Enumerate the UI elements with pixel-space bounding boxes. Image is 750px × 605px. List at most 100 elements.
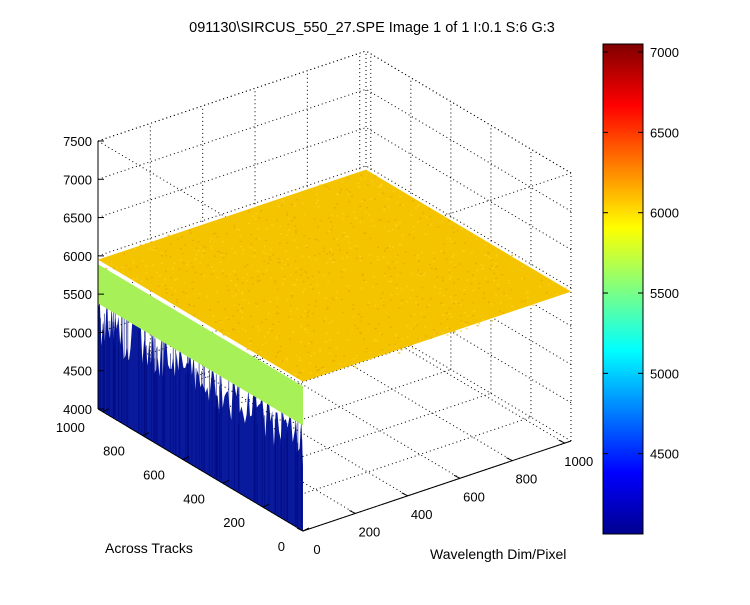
surface-noise <box>439 287 442 290</box>
surface-noise <box>294 225 297 227</box>
surface-noise <box>245 279 248 282</box>
surface-noise <box>383 274 386 277</box>
surface-noise <box>453 282 456 284</box>
x-tick <box>296 527 304 532</box>
surface-noise <box>421 298 424 300</box>
surface-noise <box>470 282 473 285</box>
surface-noise <box>151 288 154 291</box>
surface-noise <box>272 323 275 326</box>
surface-noise <box>428 264 431 266</box>
surface-noise <box>241 291 244 294</box>
surface-noise <box>411 289 414 292</box>
surface-noise <box>220 254 223 256</box>
surface-noise <box>302 315 305 317</box>
surface-noise <box>377 193 380 196</box>
surface-noise <box>265 227 268 230</box>
surface-noise <box>388 280 391 283</box>
surface-noise <box>295 267 298 270</box>
surface-noise <box>306 246 309 249</box>
surface-noise <box>203 252 206 254</box>
surface-noise <box>322 371 325 374</box>
surface-noise <box>286 298 289 301</box>
surface-noise <box>326 306 329 309</box>
surface-noise <box>343 355 346 357</box>
surface-noise <box>238 303 241 306</box>
surface-noise <box>286 242 289 244</box>
surface-noise <box>161 254 164 257</box>
x-tick-label: 0 <box>313 542 320 557</box>
surface-noise <box>264 341 267 344</box>
surface-noise <box>251 283 254 285</box>
surface-noise <box>278 335 281 337</box>
surface-noise <box>242 249 245 251</box>
surface-noise <box>204 246 207 249</box>
surface-noise <box>280 260 283 262</box>
surface-noise <box>148 248 151 250</box>
z-tick-label: 5000 <box>63 325 92 340</box>
x-tick <box>558 439 565 444</box>
surface-noise <box>295 354 298 357</box>
surface-noise <box>278 321 281 323</box>
surface-noise <box>241 317 244 319</box>
surface-noise <box>409 315 412 317</box>
surface-noise <box>352 357 355 360</box>
surface-noise <box>342 311 345 314</box>
surface-noise <box>452 231 455 233</box>
surface-noise <box>510 288 513 291</box>
surface-noise <box>526 296 529 299</box>
surface-noise <box>303 345 306 347</box>
surface-noise <box>164 278 167 281</box>
surface-noise <box>306 324 309 327</box>
surface-noise <box>351 195 354 198</box>
surface-noise <box>212 233 215 235</box>
surface-noise <box>254 218 257 220</box>
surface-noise <box>266 331 269 334</box>
surface-noise <box>389 326 392 328</box>
surface-noise <box>352 308 355 310</box>
surface-noise <box>388 245 391 247</box>
surface-noise <box>380 299 383 301</box>
surface-noise <box>521 265 524 267</box>
surface-noise <box>336 238 339 240</box>
colorbar-tick-label: 5000 <box>650 366 679 381</box>
surface-noise <box>287 258 290 260</box>
surface-noise <box>288 338 291 341</box>
surface-noise <box>372 276 375 278</box>
surface-noise <box>373 225 376 227</box>
surface-noise <box>291 292 294 295</box>
surface-noise <box>413 313 416 316</box>
surface-noise <box>372 340 375 342</box>
surface-noise <box>346 256 349 258</box>
surface-noise <box>359 260 362 262</box>
surface-noise <box>318 348 321 350</box>
surface-noise <box>386 246 389 249</box>
surface-noise <box>233 329 236 331</box>
y-tick-label: 200 <box>223 515 245 530</box>
surface-noise <box>225 252 228 255</box>
surface-noise <box>175 298 178 301</box>
surface-noise <box>511 254 514 257</box>
surface-noise <box>239 309 242 312</box>
surface-noise <box>302 202 305 205</box>
surface-noise <box>417 303 420 306</box>
surface-noise <box>400 347 403 349</box>
surface-noise <box>164 284 167 287</box>
surface-noise <box>189 229 192 232</box>
surface-noise <box>199 293 202 295</box>
surface-noise <box>417 204 420 206</box>
y-tick <box>302 527 310 532</box>
surface-noise <box>350 329 353 331</box>
surface-noise <box>347 290 350 292</box>
x-tick <box>506 457 513 462</box>
surface-noise <box>221 252 224 255</box>
surface-noise <box>414 207 417 209</box>
surface-noise <box>418 338 421 340</box>
surface-noise <box>365 347 368 350</box>
surface-noise <box>291 294 294 297</box>
surface-noise <box>152 246 155 248</box>
surface-noise <box>448 327 451 330</box>
surface-noise <box>265 239 268 242</box>
surface-noise <box>497 284 500 286</box>
surface-noise <box>310 341 313 344</box>
